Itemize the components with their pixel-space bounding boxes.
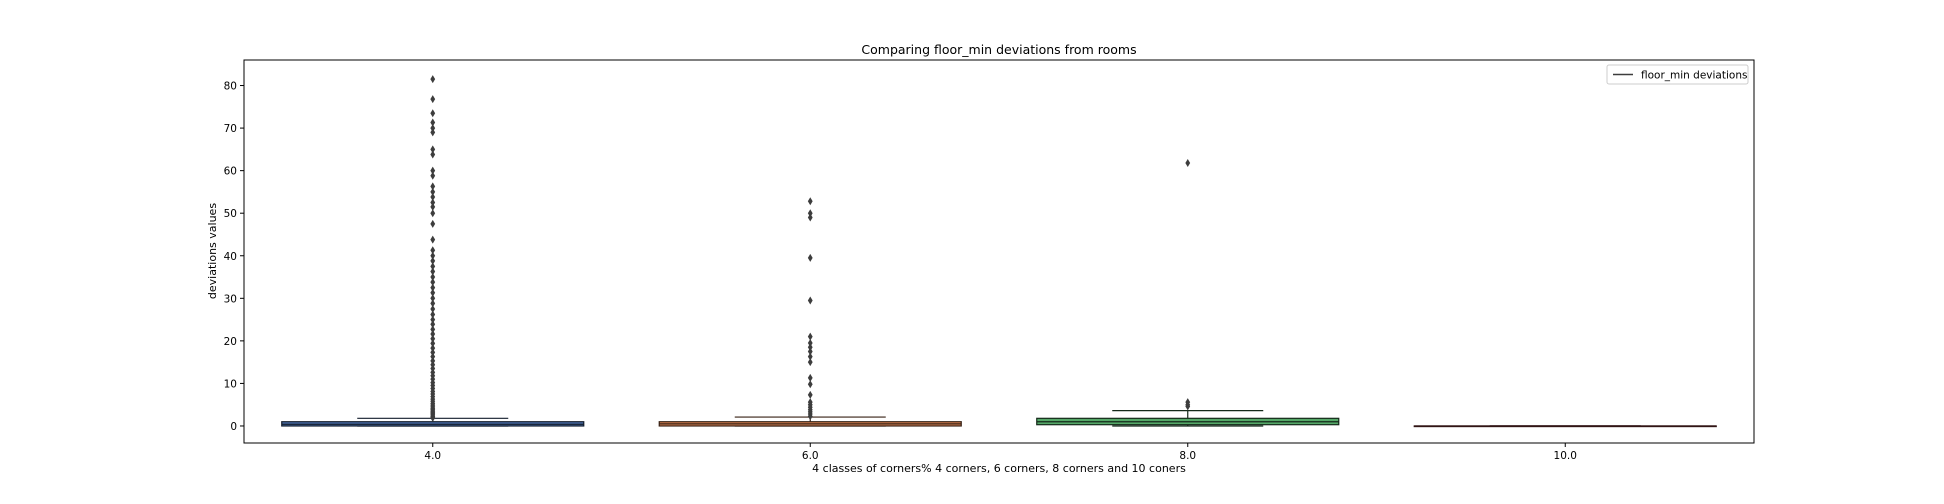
outlier-point (807, 338, 813, 347)
outlier-point (430, 348, 436, 357)
outlier-point (430, 118, 436, 127)
outlier-point (430, 235, 436, 244)
y-tick-label: 20 (224, 336, 237, 348)
outlier-point (430, 187, 436, 196)
outlier-point (807, 296, 813, 305)
outlier-point (807, 343, 813, 352)
chart-title: Comparing floor_min deviations from room… (861, 42, 1136, 57)
y-tick-label: 60 (224, 166, 237, 178)
outlier-point (430, 202, 436, 211)
legend: floor_min deviations (1606, 64, 1749, 85)
outlier-point (807, 358, 813, 367)
outlier-point (430, 193, 436, 202)
outlier-point (430, 75, 436, 84)
outlier-point (430, 124, 436, 133)
y-tick-label: 50 (224, 208, 237, 220)
outlier-point (430, 95, 436, 104)
outlier-point (430, 256, 436, 265)
outlier-point (1185, 398, 1191, 407)
outlier-point (430, 288, 436, 297)
outlier-point (430, 310, 436, 319)
outlier-point (430, 304, 436, 313)
outlier-point (430, 320, 436, 329)
outlier-point (430, 294, 436, 303)
outlier-point (430, 330, 436, 339)
outlier-point (430, 352, 436, 361)
outlier-point (430, 315, 436, 324)
x-tick-label: 10.0 (1554, 450, 1577, 462)
y-tick-label: 30 (224, 293, 237, 305)
legend-frame (1606, 64, 1749, 85)
outlier-point (807, 398, 813, 407)
x-tick-label: 8.0 (1179, 450, 1196, 462)
outlier-point (807, 352, 813, 361)
x-tick-label: 6.0 (802, 450, 819, 462)
outlier-point (430, 198, 436, 207)
y-tick-label: 40 (224, 251, 237, 263)
outlier-point (430, 283, 436, 292)
outlier-point (430, 262, 436, 271)
outlier-point (807, 332, 813, 341)
outlier-point (430, 339, 436, 348)
outlier-point (807, 347, 813, 356)
outlier-point (430, 278, 436, 287)
outlier-point (430, 267, 436, 276)
outlier-point (430, 246, 436, 255)
outlier-point (807, 209, 813, 218)
outlier-point (430, 299, 436, 308)
x-axis-label: 4 classes of corners% 4 corners, 6 corne… (812, 462, 1186, 475)
outlier-point (430, 182, 436, 191)
y-tick-label: 0 (230, 421, 237, 433)
x-tick-label: 4.0 (424, 450, 441, 462)
outlier-point (807, 373, 813, 382)
outlier-point (430, 166, 436, 175)
outlier-point (807, 380, 813, 389)
outlier-point (430, 128, 436, 137)
outlier-point (807, 253, 813, 262)
outlier-point (430, 109, 436, 118)
outlier-point (807, 197, 813, 206)
outlier-point (430, 219, 436, 228)
outlier-point (430, 145, 436, 154)
legend-label: floor_min deviations (1641, 70, 1747, 82)
outlier-point (430, 334, 436, 343)
y-axis-label: deviations values (206, 203, 219, 299)
outlier-point (430, 209, 436, 218)
plot-area-frame (243, 59, 1755, 444)
outlier-point (1185, 158, 1191, 167)
x-axis: 4.0 6.0 8.0 10.0 (424, 443, 1577, 462)
outlier-point (807, 213, 813, 222)
y-tick-label: 70 (224, 123, 237, 135)
y-tick-label: 80 (224, 81, 237, 93)
outlier-point (430, 344, 436, 353)
outlier-point (430, 273, 436, 282)
outlier-point (430, 356, 436, 365)
outlier-point (807, 390, 813, 399)
outlier-point (430, 171, 436, 180)
outlier-point (430, 150, 436, 159)
y-tick-label: 10 (224, 378, 237, 390)
y-axis: 0 10 20 30 40 50 60 70 80 (224, 81, 244, 433)
boxes-group (281, 75, 1717, 428)
outlier-point (430, 251, 436, 260)
outlier-point (430, 325, 436, 334)
